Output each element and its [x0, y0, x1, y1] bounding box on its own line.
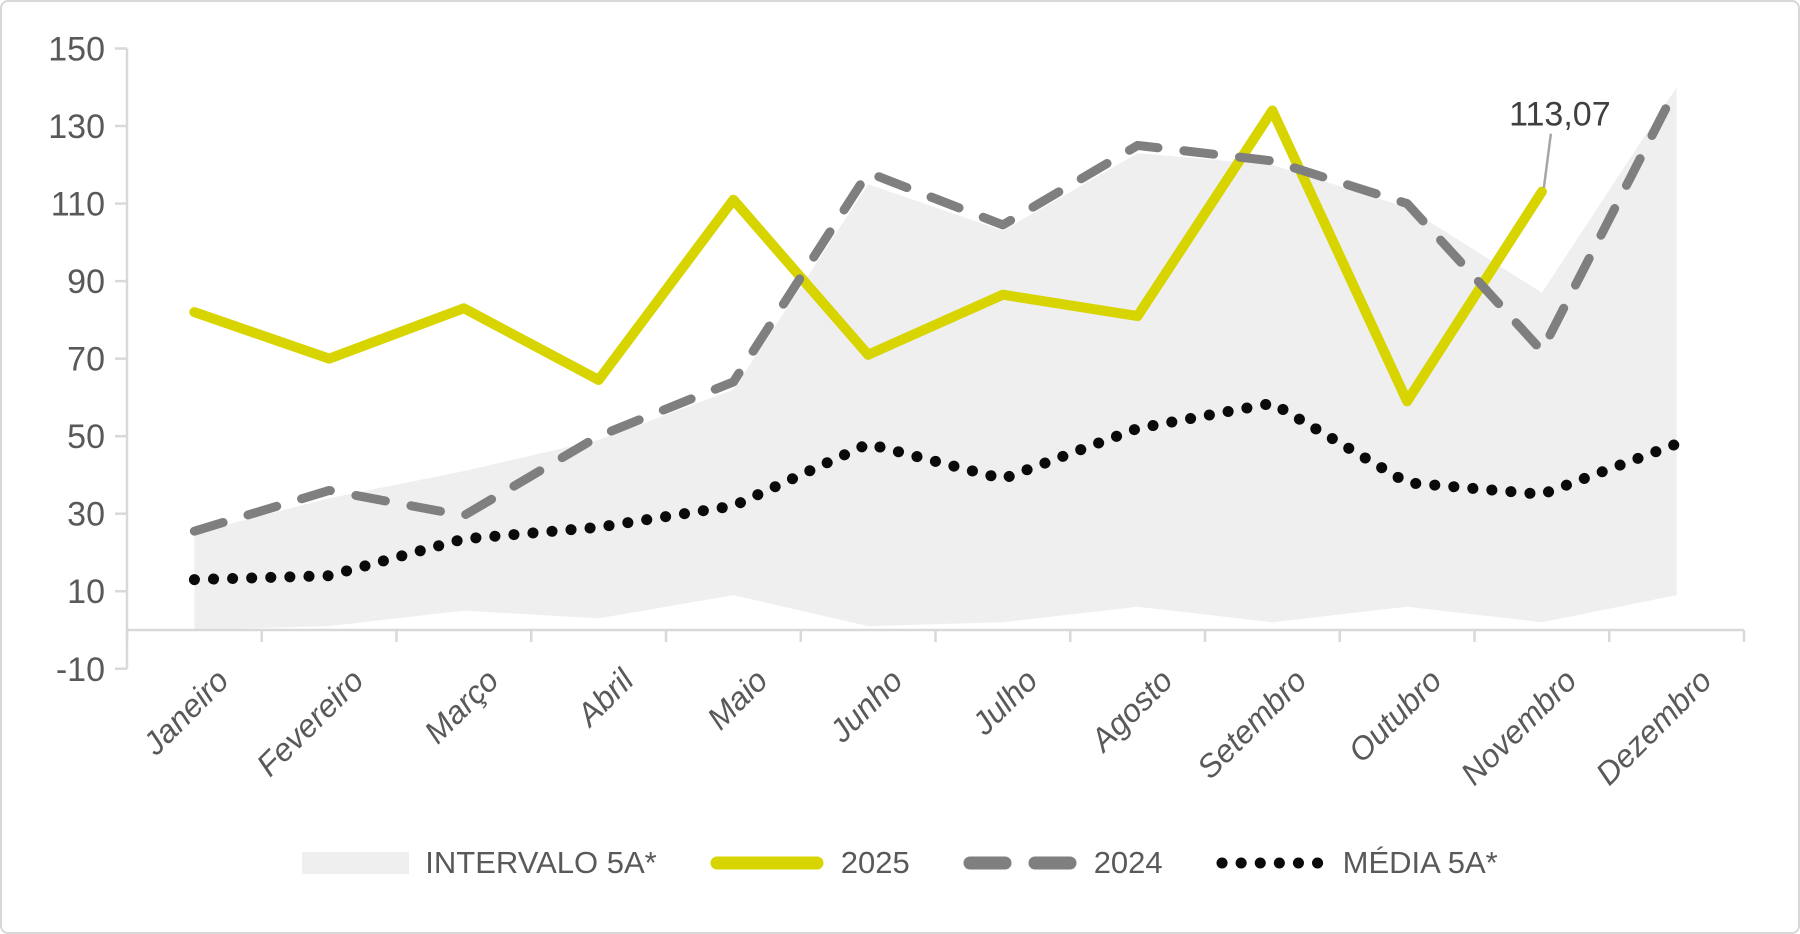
y-axis-label: 10 [67, 573, 105, 611]
legend-label-intervalo-5a: INTERVALO 5A* [425, 845, 657, 880]
legend-item-2025: 2025 [709, 845, 910, 881]
legend-label-2024: 2024 [1093, 845, 1163, 880]
y-axis-label: 70 [67, 341, 105, 379]
y-axis-label: 130 [48, 108, 105, 146]
y-axis-label: 90 [67, 263, 105, 301]
y-axis-label: -10 [56, 651, 105, 689]
series-intervalo-5a-band [194, 87, 1677, 631]
legend-swatch-2024-dashed-line [963, 856, 1077, 870]
y-axis-label: 110 [51, 186, 105, 224]
legend-item-intervalo-5a: INTERVALO 5A* [302, 845, 657, 881]
data-label-113-07: 113,07 [1509, 96, 1610, 134]
legend: INTERVALO 5A* 2025 2024 MÉDIA 5A* [2, 845, 1798, 881]
line-chart-plot: 150 130 110 90 70 50 30 10 -10 113,07 [48, 31, 1746, 689]
legend-label-media-5a: MÉDIA 5A* [1342, 845, 1498, 880]
y-axis-label: 50 [67, 418, 105, 456]
legend-swatch-band [302, 852, 410, 874]
series-m-dia-5a--line [188, 397, 1683, 586]
y-axis-label: 30 [67, 496, 105, 534]
legend-swatch-media-dotted-line [1216, 857, 1325, 869]
y-axis-label: 150 [48, 31, 105, 69]
series-2025-line [189, 105, 1547, 407]
legend-item-media-5a: MÉDIA 5A* [1215, 845, 1498, 881]
legend-item-2024: 2024 [962, 845, 1163, 881]
legend-swatch-2025-line [710, 856, 824, 870]
annotation-leader-line [1542, 133, 1553, 188]
series-2024-line [189, 82, 1682, 536]
legend-label-2025: 2025 [840, 845, 910, 880]
